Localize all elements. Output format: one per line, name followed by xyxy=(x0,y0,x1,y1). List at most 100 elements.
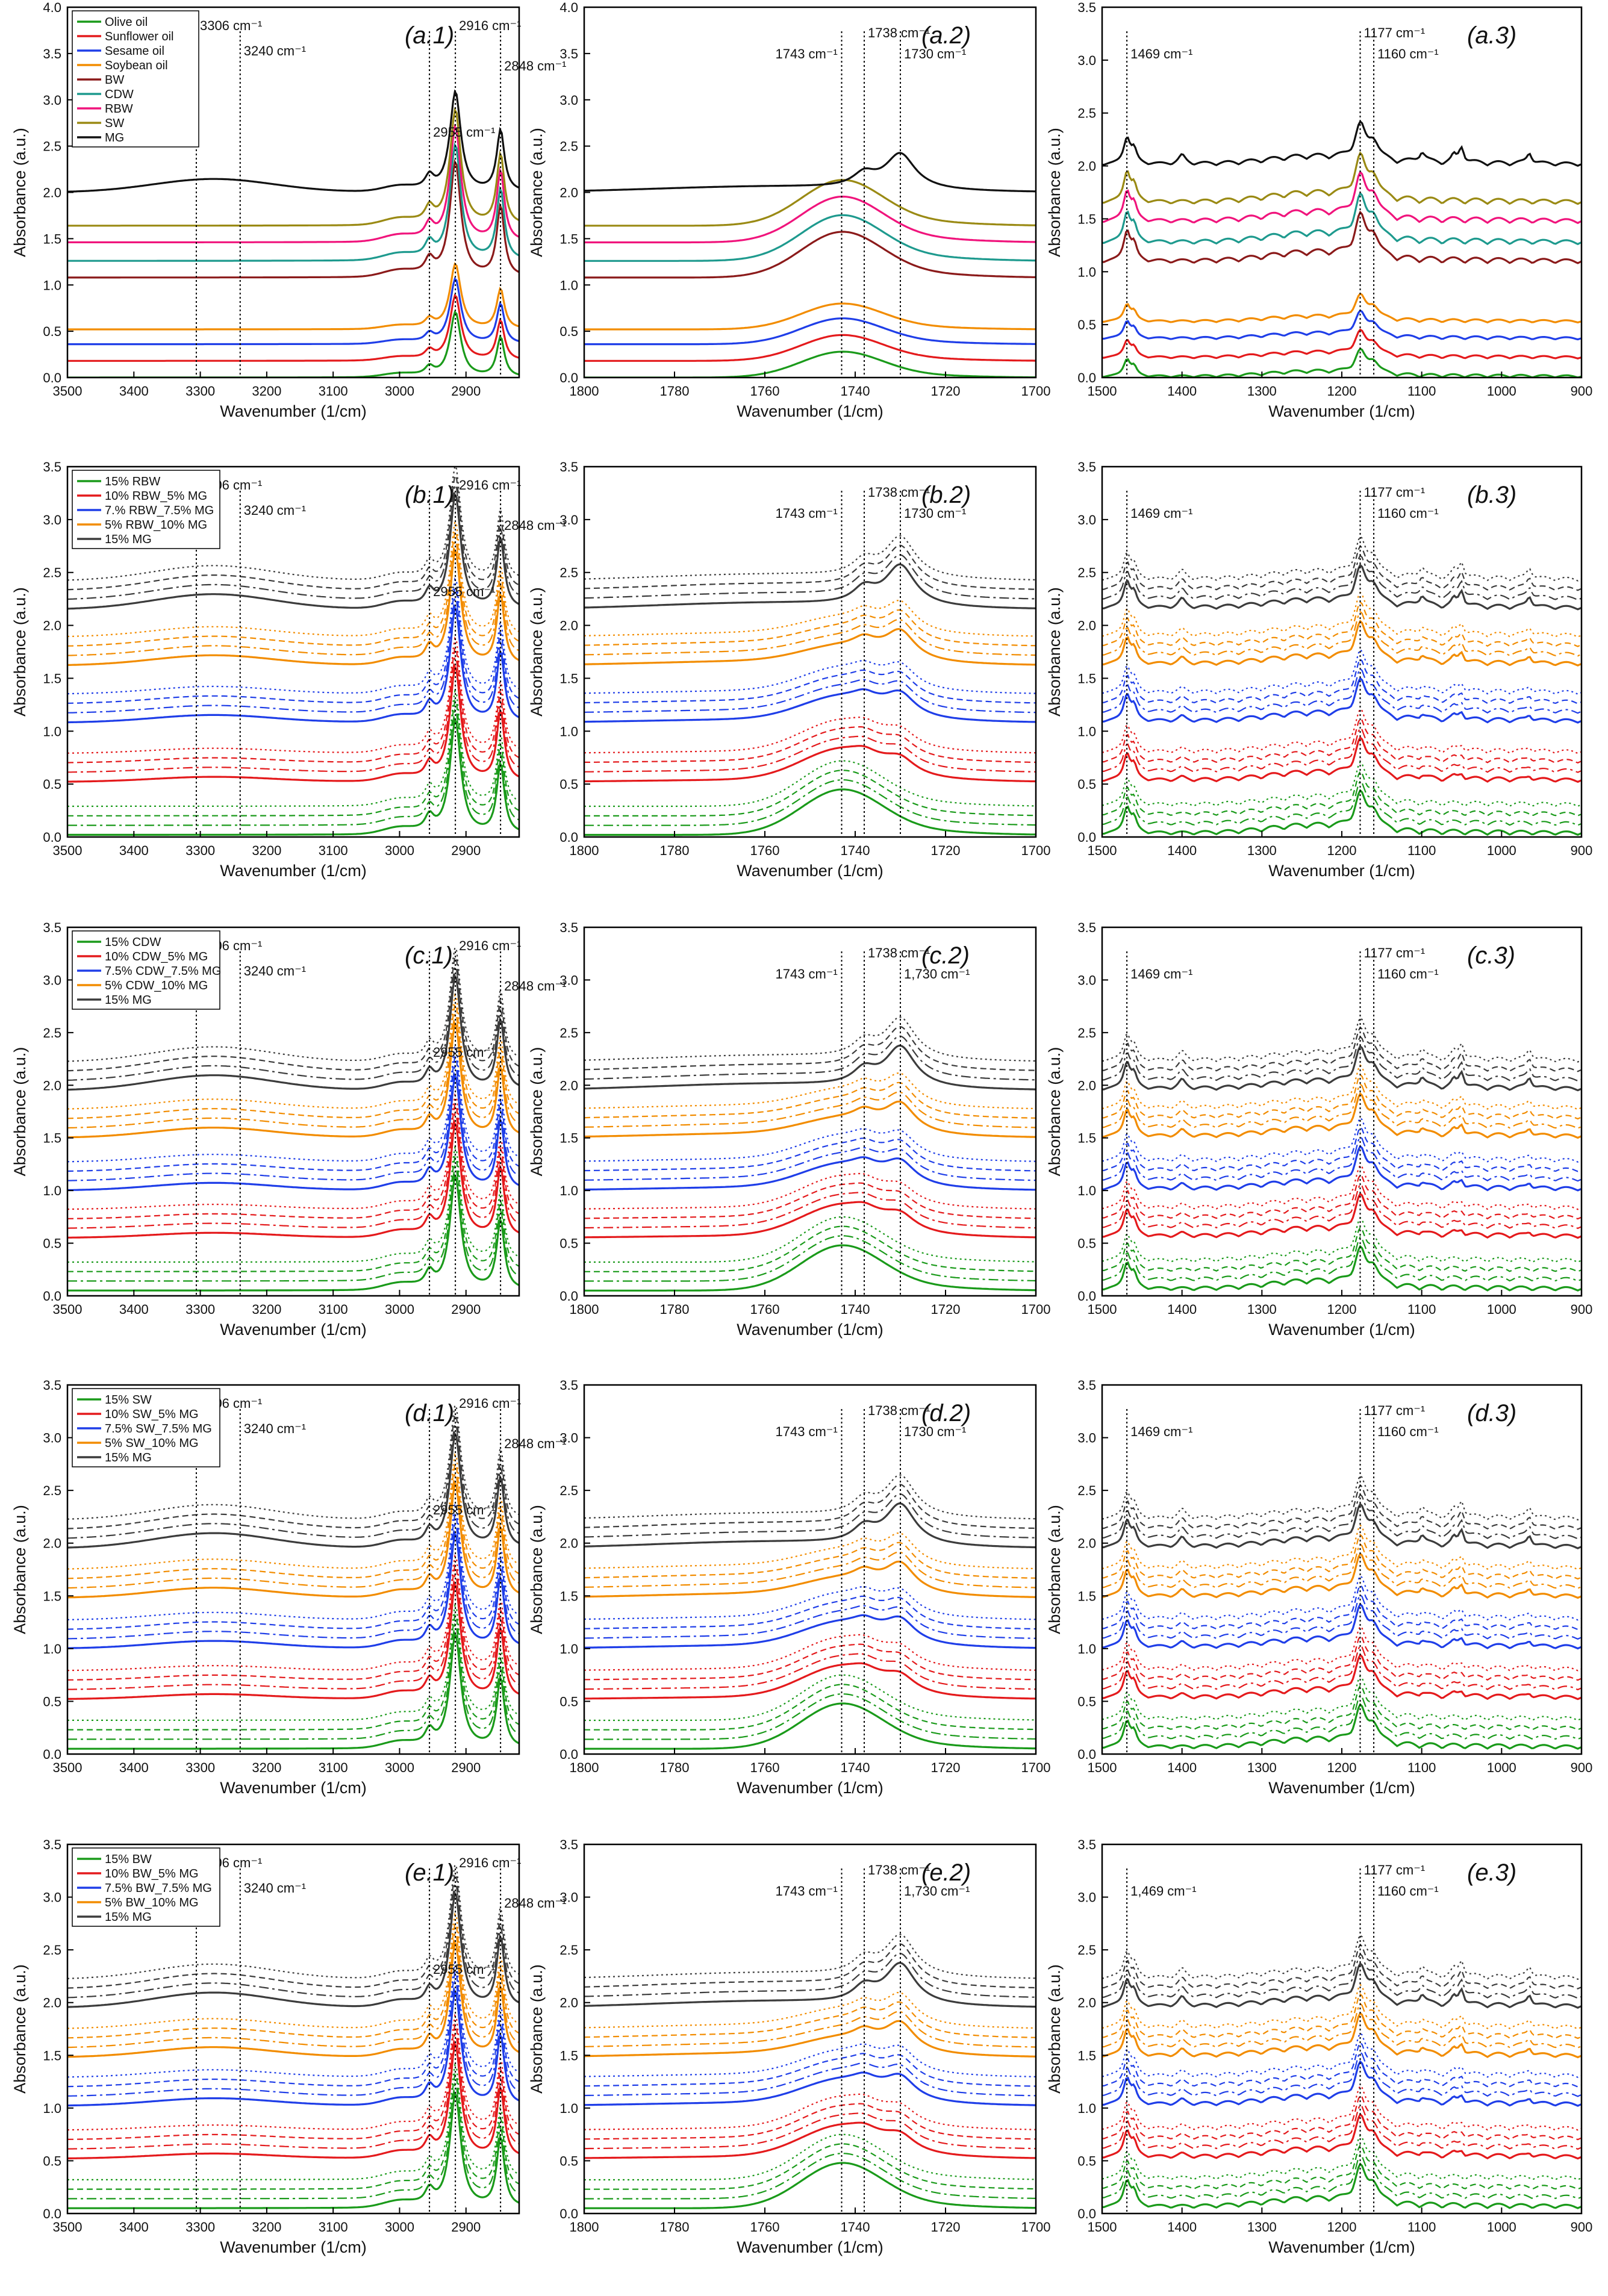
x-tick-label: 1800 xyxy=(570,1302,599,1317)
spectrum-15-cdw-rep3 xyxy=(1102,1216,1582,1263)
y-axis-title: Absorbance (a.u.) xyxy=(528,1505,546,1634)
plot-area xyxy=(1102,535,1582,836)
spectrum-7-rbw-7-5-mg-rep1 xyxy=(584,679,1036,714)
panel-a-2: 1743 cm⁻¹ 1738 cm⁻¹ 1730 cm⁻¹ 1800 1780 1760 1… xyxy=(528,0,1050,420)
legend-entry: SW xyxy=(105,117,124,130)
spectrum-mg xyxy=(1102,120,1582,167)
spectrum-7-5-cdw-7-5-mg xyxy=(584,1156,1036,1191)
x-tick-label: 3000 xyxy=(385,2220,414,2235)
spectrum-rbw xyxy=(67,123,519,244)
plot-area xyxy=(1102,1934,1582,2209)
spectrum-15-mg xyxy=(67,491,519,610)
spectrum-10-rbw-5-mg-rep1 xyxy=(67,655,519,773)
marker-label-1160: 1160 cm⁻¹ xyxy=(1377,46,1439,61)
spectrum-5-cdw-10-mg-rep2 xyxy=(584,1081,1036,1119)
spectrum-15-cdw xyxy=(584,1244,1036,1292)
x-tick-label: 900 xyxy=(1571,2220,1593,2235)
spectrum-7-5-bw-7-5-mg-rep1 xyxy=(1102,2051,1582,2097)
spectrum-5-bw-10-mg-rep1 xyxy=(67,1931,519,2049)
plot-area xyxy=(67,1862,519,2209)
spectrum-sunflower-oil xyxy=(584,334,1036,362)
y-tick-label: 3.0 xyxy=(1077,1431,1096,1446)
spectrum-7-rbw-7-5-mg-rep3 xyxy=(1102,649,1582,695)
y-tick-label: 1.5 xyxy=(559,231,578,246)
spectrum-rbw xyxy=(1102,170,1582,225)
spectrum-15-mg-rep1 xyxy=(1102,554,1582,601)
y-tick-label: 0.0 xyxy=(1077,2206,1096,2221)
x-tick-label: 3500 xyxy=(53,384,83,399)
spectrum-15-rbw xyxy=(584,788,1036,836)
spectrum-5-sw-10-mg-rep1 xyxy=(584,1551,1036,1588)
x-tick-label: 1000 xyxy=(1487,1302,1516,1317)
spectrum-cdw xyxy=(584,214,1036,262)
plot-frame xyxy=(66,1384,520,1755)
spectrum-7-5-bw-7-5-mg-rep1 xyxy=(67,1980,519,2097)
panel-label: (e.2) xyxy=(921,1859,971,1886)
y-tick-label: 3.5 xyxy=(559,459,578,474)
spectrum-7-5-bw-7-5-mg-rep3 xyxy=(584,2043,1036,2077)
y-tick-label: 0.5 xyxy=(1077,777,1096,792)
plot-area xyxy=(584,1934,1036,2209)
spectrum-10-sw-5-mg-rep3 xyxy=(584,1634,1036,1671)
spectrum-5-sw-10-mg-rep3 xyxy=(584,1532,1036,1570)
spectrum-7-5-cdw-7-5-mg-rep1 xyxy=(1102,1136,1582,1182)
legend-entry: 15% MG xyxy=(105,533,152,546)
spectrum-5-rbw-10-mg-rep3 xyxy=(584,600,1036,637)
spectrum-10-rbw-5-mg-rep3 xyxy=(1102,708,1582,754)
spectrum-15-cdw-rep1 xyxy=(584,1235,1036,1282)
spectrum-15-mg xyxy=(1102,563,1582,611)
marker-label-1743: 1743 cm⁻¹ xyxy=(776,46,838,61)
y-tick-label: 3.0 xyxy=(43,1431,61,1446)
marker-label-1730: 1730 cm⁻¹ xyxy=(904,46,966,61)
spectrum-5-bw-10-mg-rep2 xyxy=(67,1921,519,2039)
plot-area xyxy=(584,1474,1036,1750)
spectrum-5-rbw-10-mg-rep3 xyxy=(1102,591,1582,638)
spectrum-10-rbw-5-mg-rep2 xyxy=(584,726,1036,764)
spectrum-5-sw-10-mg-rep2 xyxy=(67,1462,519,1579)
marker-label-1743: 1743 cm⁻¹ xyxy=(776,506,838,521)
spectrum-5-cdw-10-mg xyxy=(1102,1092,1582,1139)
y-tick-label: 2.5 xyxy=(43,565,61,580)
x-tick-label: 3400 xyxy=(119,1302,149,1317)
y-tick-label: 2.5 xyxy=(559,1943,578,1958)
spectrum-bw xyxy=(67,158,519,279)
spectrum-15-mg-rep1 xyxy=(67,965,519,1081)
y-tick-label: 1.0 xyxy=(1077,1183,1096,1198)
spectrum-5-sw-10-mg xyxy=(1102,1552,1582,1599)
spectrum-bw xyxy=(584,231,1036,279)
y-tick-label: 3.5 xyxy=(43,459,61,474)
y-tick-label: 0.0 xyxy=(559,1747,578,1762)
panel-label: (b.2) xyxy=(921,482,971,508)
x-tick-label: 1300 xyxy=(1247,384,1277,399)
legend-entry: 15% MG xyxy=(105,1911,152,1924)
panel-label: (d.3) xyxy=(1467,1400,1516,1426)
y-tick-label: 0.0 xyxy=(1077,370,1096,385)
y-tick-label: 2.0 xyxy=(559,1536,578,1551)
marker-label-2955: 2955 cm⁻¹ xyxy=(433,584,495,599)
y-axis-title: Absorbance (a.u.) xyxy=(528,128,546,257)
spectrum-7-5-cdw-7-5-mg xyxy=(1102,1145,1582,1192)
marker-label-2848: 2848 cm⁻¹ xyxy=(504,978,566,994)
spectrum-15-mg xyxy=(67,1431,519,1549)
panel-label: (e.3) xyxy=(1467,1859,1516,1886)
spectrum-15-cdw-rep2 xyxy=(67,1155,519,1272)
y-tick-label: 0.5 xyxy=(559,2153,578,2168)
panel-d-3: 1469 cm⁻¹ 1177 cm⁻¹ 1160 cm⁻¹ 1500 1400 1300 1… xyxy=(1046,1378,1592,1797)
spectrum-5-sw-10-mg-rep1 xyxy=(1102,1543,1582,1589)
marker-label-2848: 2848 cm⁻¹ xyxy=(504,1436,566,1451)
x-axis-title: Wavenumber (1/cm) xyxy=(737,1779,883,1797)
spectrum-15-mg-rep1 xyxy=(584,554,1036,600)
y-tick-label: 2.0 xyxy=(43,1536,61,1551)
y-tick-label: 3.5 xyxy=(1077,0,1096,15)
y-axis-title: Absorbance (a.u.) xyxy=(11,587,29,717)
spectrum-15-bw-rep1 xyxy=(1102,2153,1582,2200)
panel-label: (d.1) xyxy=(405,1400,454,1426)
y-tick-label: 1.5 xyxy=(43,671,61,686)
spectrum-cdw xyxy=(1102,191,1582,246)
spectrum-15-mg-rep3 xyxy=(67,467,519,581)
spectrum-5-cdw-10-mg xyxy=(584,1100,1036,1138)
marker-label-2916: 2916 cm⁻¹ xyxy=(459,18,521,33)
spectrum-10-cdw-5-mg xyxy=(67,1120,519,1239)
plot-frame xyxy=(583,465,1037,838)
